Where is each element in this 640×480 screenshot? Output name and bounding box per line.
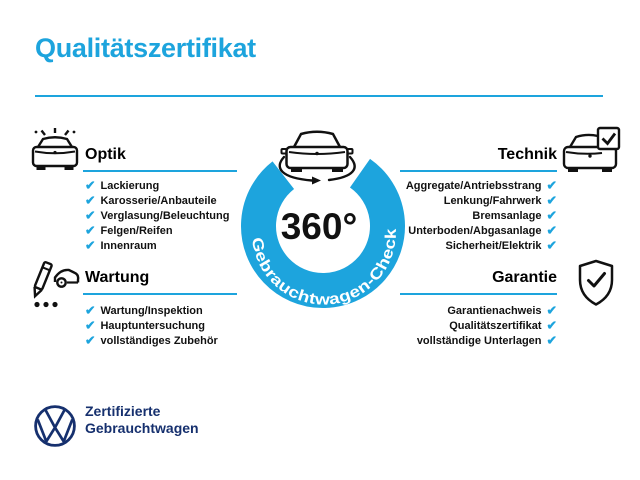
check-icon: ✔: [85, 223, 96, 238]
list-item: Qualitätszertifikat ✔: [449, 318, 557, 333]
check-icon: ✔: [546, 193, 557, 208]
list-item: ✔ Karosserie/Anbauteile: [85, 193, 217, 208]
vw-logo: [33, 404, 77, 448]
check-icon: ✔: [85, 193, 96, 208]
list-item: ✔ Felgen/Reifen: [85, 223, 173, 238]
check-icon: ✔: [85, 303, 96, 318]
check-icon: ✔: [85, 238, 96, 253]
list-item: ✔ Innenraum: [85, 238, 157, 253]
check-icon: ✔: [546, 238, 557, 253]
car-rotation-icon: [278, 130, 356, 185]
title-divider: [35, 95, 603, 97]
section-rule-garantie: [400, 293, 557, 295]
footer-brand-text: Zertifizierte Gebrauchtwagen: [85, 403, 199, 437]
garantie-list: Garantienachweis ✔ Qualitätszertifikat ✔ v…: [417, 304, 557, 349]
section-title-technik: Technik: [497, 146, 557, 163]
check-icon: ✔: [85, 208, 96, 223]
check-icon: ✔: [85, 333, 96, 348]
check-icon: ✔: [85, 318, 96, 333]
shield-check-icon: [574, 258, 618, 308]
page-title: Qualitätszertifikat: [35, 33, 256, 63]
check-icon: ✔: [546, 223, 557, 238]
section-title-optik: Optik: [85, 146, 126, 163]
list-item: Unterboden/Abgasanlage ✔: [408, 223, 557, 238]
check-icon: ✔: [85, 178, 96, 193]
service-checklist-icon: [28, 256, 80, 310]
list-item: Aggregate/Antriebsstrang ✔: [405, 178, 557, 193]
list-item: Lenkung/Fahrwerk ✔: [443, 193, 557, 208]
badge-center-label: 360°: [281, 206, 358, 247]
section-rule-optik: [83, 170, 237, 172]
check-icon: ✔: [546, 208, 557, 223]
list-item: Bremsanlage ✔: [472, 208, 557, 223]
badge-ring: [241, 158, 405, 309]
section-title-garantie: Garantie: [492, 269, 557, 286]
badge-360: Gebrauchtwagen-Check 360°: [233, 118, 413, 314]
section-rule-wartung: [83, 293, 237, 295]
technik-list: Aggregate/Antriebsstrang ✔ Lenkung/Fahrwe…: [406, 179, 557, 253]
footer-brand-line1: Zertifizierte: [85, 403, 161, 419]
list-item: vollständige Unterlagen ✔: [416, 333, 557, 348]
car-checkbox-icon: [562, 126, 622, 176]
check-icon: ✔: [546, 318, 557, 333]
footer-brand-line2: Gebrauchtwagen: [85, 420, 199, 436]
list-item: ✔ Verglasung/Beleuchtung: [85, 208, 230, 223]
check-icon: ✔: [546, 178, 557, 193]
section-rule-technik: [400, 170, 557, 172]
wartung-list: ✔ Wartung/Inspektion ✔ Hauptuntersuchung ✔…: [85, 304, 218, 349]
check-icon: ✔: [546, 303, 557, 318]
list-item: Garantienachweis ✔: [447, 303, 557, 318]
list-item: ✔ Wartung/Inspektion: [85, 303, 203, 318]
check-icon: ✔: [546, 333, 557, 348]
list-item: ✔ Lackierung: [85, 178, 160, 193]
optik-list: ✔ Lackierung ✔ Karosserie/Anbauteile ✔ Verg…: [85, 179, 229, 253]
list-item: Sicherheit/Elektrik ✔: [445, 238, 557, 253]
list-item: ✔ Hauptuntersuchung: [85, 318, 205, 333]
badge-360-graphic: Gebrauchtwagen-Check 360°: [241, 130, 405, 309]
list-item: ✔ vollständiges Zubehör: [85, 333, 218, 348]
section-title-wartung: Wartung: [85, 269, 150, 286]
car-shine-icon: [28, 128, 82, 174]
